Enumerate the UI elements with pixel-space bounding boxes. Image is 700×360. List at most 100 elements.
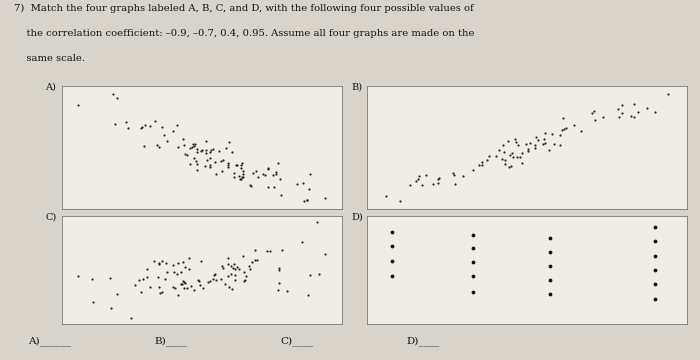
Point	[498, 149, 510, 155]
Point	[544, 235, 555, 240]
Point	[154, 291, 165, 296]
Point	[125, 315, 136, 320]
Point	[508, 154, 519, 160]
Point	[73, 273, 84, 279]
Point	[108, 91, 119, 96]
Point	[205, 147, 216, 153]
Point	[500, 157, 511, 163]
Point	[244, 182, 256, 188]
Text: 7)  Match the four graphs labeled A, B, C, and D, with the following four possib: 7) Match the four graphs labeled A, B, C…	[14, 4, 474, 13]
Point	[207, 147, 218, 152]
Point	[148, 258, 160, 264]
Point	[222, 159, 233, 165]
Point	[223, 284, 235, 289]
Point	[201, 138, 212, 143]
Point	[251, 168, 262, 174]
Point	[298, 180, 309, 186]
Point	[449, 181, 461, 187]
Point	[175, 269, 186, 275]
Point	[246, 183, 257, 189]
Point	[544, 291, 555, 297]
Point	[588, 108, 599, 113]
Point	[209, 273, 220, 278]
Point	[190, 158, 202, 164]
Point	[111, 291, 122, 296]
Point	[229, 277, 240, 283]
Point	[544, 249, 555, 255]
Point	[281, 288, 292, 294]
Point	[188, 156, 199, 161]
Point	[215, 158, 226, 164]
Point	[227, 149, 238, 154]
Point	[269, 184, 280, 190]
Point	[229, 170, 240, 176]
Point	[184, 266, 195, 272]
Point	[233, 266, 244, 272]
Point	[207, 276, 218, 282]
Point	[512, 143, 524, 148]
Point	[547, 131, 558, 137]
Point	[190, 141, 201, 147]
Point	[194, 278, 205, 284]
Point	[558, 126, 569, 132]
Point	[153, 261, 164, 267]
Point	[120, 119, 131, 125]
Point	[177, 259, 188, 265]
Point	[467, 246, 478, 251]
Point	[187, 141, 198, 147]
Point	[235, 162, 246, 168]
Point	[498, 142, 509, 148]
Point	[172, 271, 183, 277]
Point	[160, 260, 172, 266]
Point	[276, 247, 288, 253]
Point	[560, 125, 571, 131]
Point	[195, 283, 206, 288]
Point	[296, 239, 307, 244]
Point	[271, 171, 282, 177]
Point	[235, 165, 246, 171]
Point	[176, 281, 187, 287]
Point	[650, 296, 661, 302]
Point	[543, 148, 554, 153]
Point	[238, 171, 249, 177]
Point	[497, 156, 508, 162]
Point	[614, 114, 625, 120]
Point	[226, 286, 237, 292]
Point	[192, 149, 203, 154]
Point	[237, 253, 248, 259]
Point	[319, 251, 330, 257]
Point	[244, 264, 255, 269]
Point	[178, 279, 189, 284]
Point	[176, 281, 187, 287]
Point	[616, 110, 627, 116]
Point	[428, 181, 439, 187]
Point	[449, 172, 460, 178]
Point	[504, 152, 515, 158]
Point	[304, 272, 316, 278]
Point	[267, 172, 279, 178]
Point	[642, 105, 653, 111]
Point	[412, 176, 423, 182]
Point	[490, 153, 501, 159]
Text: B): B)	[351, 83, 363, 92]
Point	[467, 260, 478, 265]
Point	[181, 285, 193, 291]
Point	[204, 165, 216, 170]
Point	[244, 266, 256, 271]
Point	[503, 138, 514, 144]
Point	[554, 132, 566, 138]
Point	[540, 140, 551, 146]
Point	[312, 220, 323, 225]
Point	[112, 95, 123, 101]
Point	[162, 270, 173, 275]
Point	[319, 195, 330, 201]
Point	[253, 175, 264, 180]
Point	[554, 142, 565, 148]
Point	[144, 284, 155, 290]
Point	[482, 157, 493, 163]
Point	[178, 141, 190, 147]
Point	[597, 114, 608, 120]
Point	[171, 123, 182, 129]
Point	[178, 136, 189, 141]
Point	[416, 182, 428, 188]
